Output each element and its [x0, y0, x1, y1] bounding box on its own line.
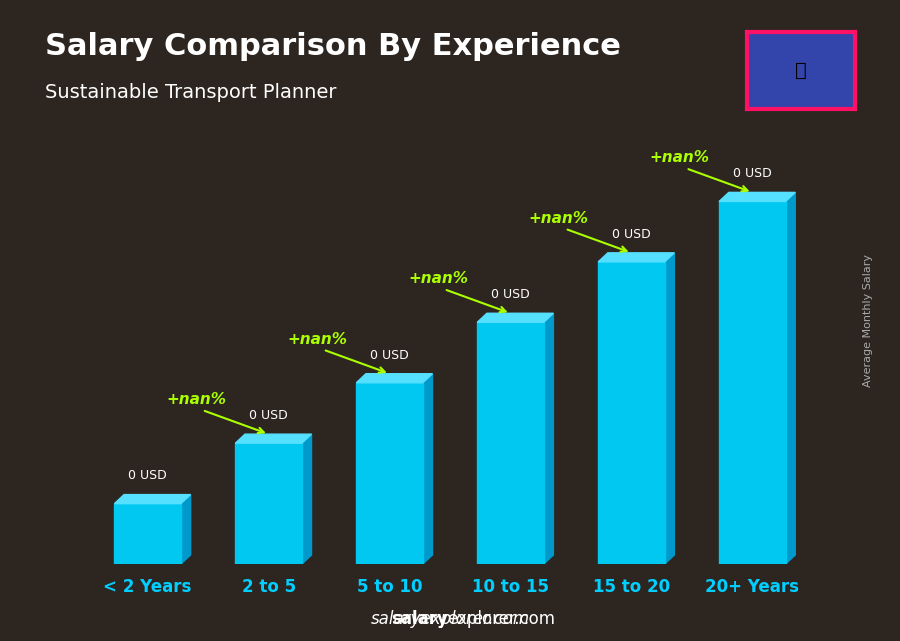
Text: 🌴: 🌴	[795, 61, 807, 80]
Bar	[719, 201, 786, 564]
Polygon shape	[302, 434, 311, 564]
Bar	[356, 383, 423, 564]
Text: +nan%: +nan%	[166, 392, 226, 407]
Text: +nan%: +nan%	[529, 211, 589, 226]
Polygon shape	[544, 313, 554, 564]
Polygon shape	[423, 374, 433, 564]
Text: 0 USD: 0 USD	[249, 409, 288, 422]
Polygon shape	[665, 253, 674, 564]
Bar	[598, 262, 665, 564]
Text: salaryexplorer.com: salaryexplorer.com	[371, 610, 529, 628]
Polygon shape	[598, 253, 674, 262]
Polygon shape	[477, 313, 554, 322]
Polygon shape	[356, 374, 433, 383]
Bar	[477, 322, 544, 564]
Text: +nan%: +nan%	[408, 271, 468, 286]
Polygon shape	[235, 434, 311, 443]
Polygon shape	[114, 495, 191, 504]
Text: 0 USD: 0 USD	[733, 167, 771, 180]
Text: salaryexplorer.com: salaryexplorer.com	[371, 610, 529, 628]
Polygon shape	[181, 495, 191, 564]
Text: Average Monthly Salary: Average Monthly Salary	[863, 254, 873, 387]
Text: 0 USD: 0 USD	[491, 288, 530, 301]
Text: explorer.com: explorer.com	[447, 610, 555, 628]
Text: 0 USD: 0 USD	[612, 228, 651, 241]
Text: +nan%: +nan%	[287, 331, 347, 347]
Text: Sustainable Transport Planner: Sustainable Transport Planner	[45, 83, 337, 103]
Text: 0 USD: 0 USD	[129, 469, 167, 483]
Bar	[114, 504, 181, 564]
Text: +nan%: +nan%	[650, 150, 710, 165]
Bar	[235, 443, 302, 564]
Polygon shape	[719, 192, 796, 201]
Text: 0 USD: 0 USD	[370, 349, 409, 362]
Text: Salary Comparison By Experience: Salary Comparison By Experience	[45, 32, 621, 61]
Polygon shape	[786, 192, 796, 564]
Text: salary: salary	[392, 610, 448, 628]
